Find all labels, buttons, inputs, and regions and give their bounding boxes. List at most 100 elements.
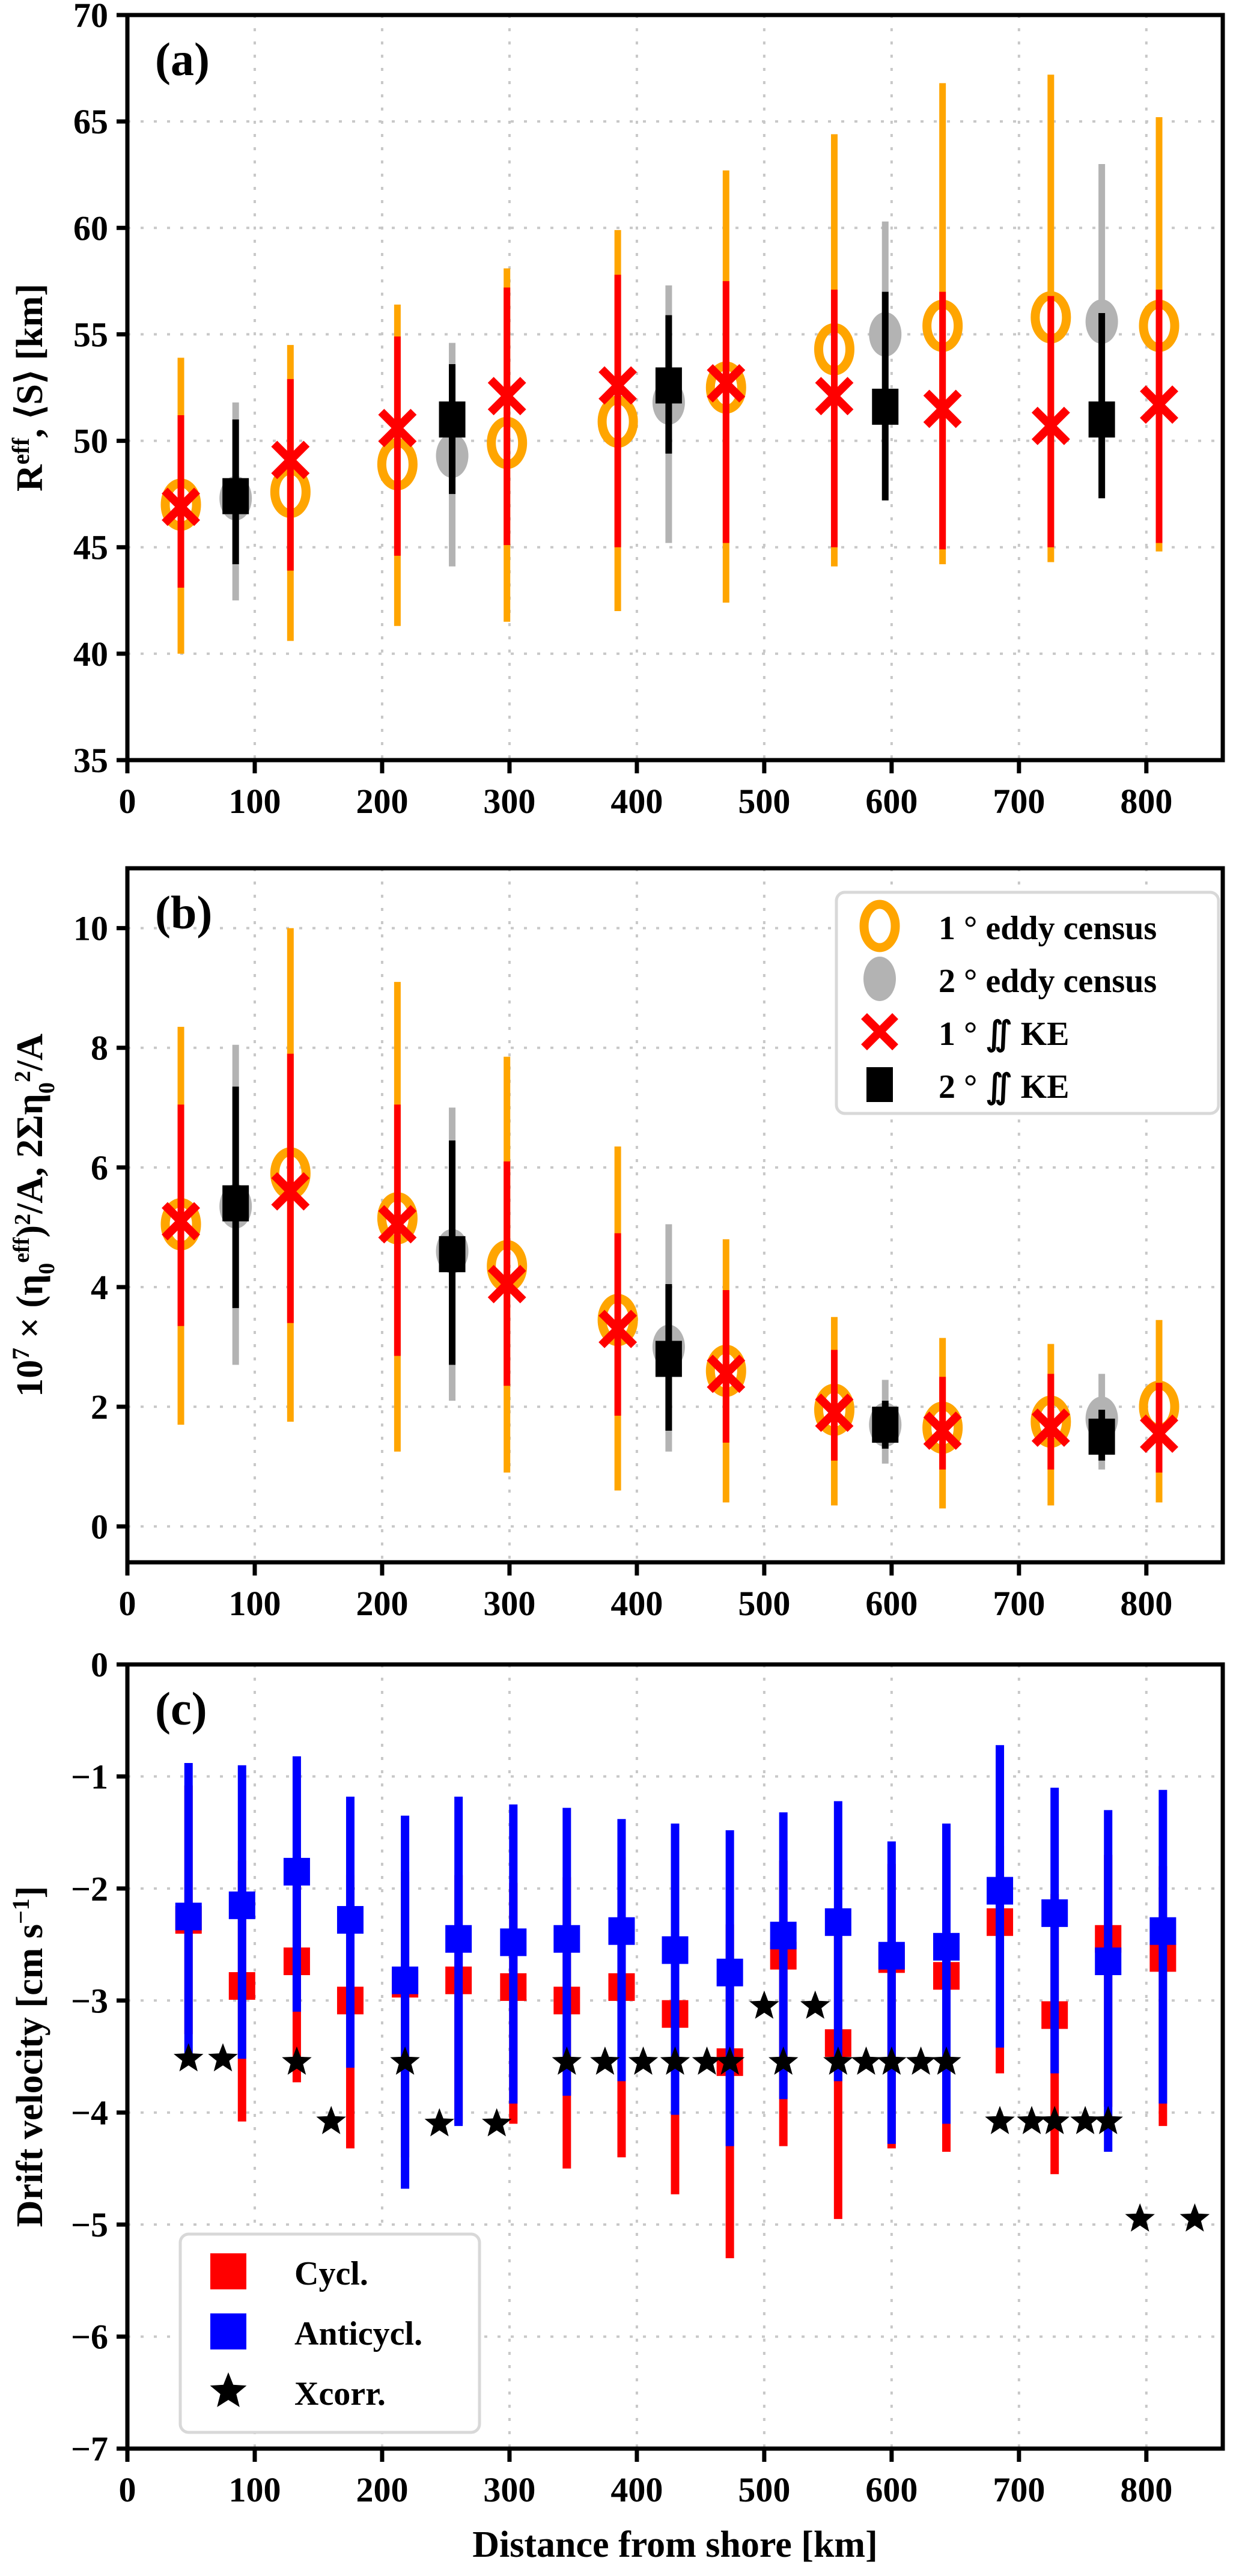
- y-tick-label: −4: [71, 2093, 108, 2133]
- marker-square: [716, 1958, 743, 1987]
- y-tick-label: −6: [71, 2318, 108, 2357]
- marker-square: [1095, 1947, 1122, 1976]
- legend-box-c: [178, 2232, 481, 2434]
- x-tick-label: 800: [1120, 1584, 1172, 1623]
- axes-frame: [125, 1662, 1225, 2451]
- y-tick-label: −7: [71, 2429, 108, 2468]
- marker-star: [282, 2046, 312, 2075]
- y-tick-label: 65: [73, 102, 108, 141]
- x-tick-label: 800: [1120, 782, 1172, 821]
- panel-c: −7 −6 −5 −4 −3 −2 −1 0 0 100 200 300 400 500 600 700 800…: [71, 1645, 1225, 2509]
- x-tick-label: 600: [865, 2470, 918, 2509]
- marker-cross: [271, 440, 310, 480]
- marker-cross: [1140, 1414, 1178, 1453]
- marker-square: [228, 1891, 255, 1919]
- marker-filled-square: [222, 478, 249, 514]
- marker-cross: [487, 377, 526, 416]
- marker-star: [1180, 2203, 1210, 2232]
- marker-star: [906, 2046, 936, 2075]
- x-axis-label-group: Distance from shore [km]: [472, 2524, 877, 2565]
- marker-cross: [598, 366, 638, 405]
- marker-square: [1041, 1899, 1068, 1927]
- marker-star: [877, 2046, 907, 2075]
- y-axis-labels: Reff, ⟨S⟩ [km] 107 × (η0eff)2/A, 2Ση02/A D…: [7, 284, 59, 2227]
- marker-cross: [707, 1354, 746, 1393]
- legend-marker-star: [210, 2372, 247, 2407]
- marker-cross: [815, 377, 854, 416]
- marker-star: [316, 2106, 346, 2134]
- marker-star: [851, 2046, 881, 2075]
- y-tick-label: 0: [91, 1507, 108, 1546]
- legend-box-b: [835, 891, 1220, 1115]
- x-tick-label: 100: [228, 2470, 281, 2509]
- marker-star: [390, 2046, 420, 2075]
- marker-cross: [378, 409, 417, 448]
- x-tick-label: 600: [865, 782, 918, 821]
- x-tick-label: 500: [738, 2470, 790, 2509]
- marker-star: [552, 2046, 582, 2075]
- marker-star: [1125, 2203, 1155, 2232]
- legend-marker-open-circle: [859, 900, 900, 952]
- marker-star: [931, 2046, 961, 2075]
- marker-star: [714, 2046, 745, 2075]
- panel-tag-b: (b): [155, 886, 212, 939]
- y-tick-label: 40: [73, 635, 108, 674]
- y-tick-label: 8: [91, 1029, 108, 1068]
- legend-label: Xcorr.: [294, 2375, 386, 2413]
- marker-cross: [487, 1265, 526, 1303]
- marker-square: [933, 1932, 960, 1961]
- panel-tag-c: (c): [155, 1682, 207, 1735]
- marker-square: [662, 1936, 689, 1964]
- y-tick-label: 70: [73, 0, 108, 35]
- x-tick-label: 0: [119, 782, 136, 821]
- marker-square: [987, 1877, 1014, 1905]
- marker-star: [823, 2046, 853, 2075]
- y-tick-label: 10: [73, 909, 108, 948]
- marker-cross: [378, 1205, 417, 1244]
- legend-label: 2 ° ∬ KE: [939, 1068, 1070, 1106]
- axes-frame: [125, 866, 1225, 1565]
- marker-star: [800, 1990, 830, 2019]
- marker-square: [392, 1966, 419, 1994]
- y-tick-label: −3: [71, 1981, 108, 2020]
- x-tick-label: 700: [993, 782, 1045, 821]
- x-tick-label: 600: [865, 1584, 918, 1623]
- series-1-ke: [162, 1053, 1178, 1473]
- x-axis-label: Distance from shore [km]: [472, 2524, 877, 2565]
- marker-square: [336, 1906, 364, 1934]
- series-1-ke: [162, 275, 1178, 588]
- marker-square: [445, 1925, 472, 1953]
- x-tick-label: 700: [993, 1584, 1045, 1623]
- x-tick-label: 400: [610, 782, 663, 821]
- series-anticycl-: [175, 1745, 1177, 2189]
- marker-filled-square: [872, 1406, 899, 1443]
- x-tick-label: 0: [119, 1584, 136, 1623]
- marker-filled-square: [439, 1236, 466, 1273]
- marker-square: [824, 1908, 851, 1936]
- marker-cross: [1031, 1408, 1070, 1447]
- marker-square: [1149, 1917, 1177, 1945]
- series-2-ke: [222, 291, 1115, 565]
- series-2-ke: [222, 1086, 1115, 1461]
- y-tick-label: 2: [91, 1387, 108, 1427]
- marker-filled-square: [439, 401, 466, 438]
- marker-cross: [162, 1202, 200, 1241]
- marker-square: [500, 1928, 527, 1956]
- marker-cross: [598, 1309, 638, 1348]
- x-tick-label: 400: [610, 2470, 663, 2509]
- marker-square: [770, 1922, 797, 1950]
- marker-square: [608, 1917, 635, 1945]
- legend-marker-filled-ellipse: [863, 957, 896, 1001]
- y-axis-label-b: 107 × (η0eff)2/A, 2Ση02/A: [7, 1034, 59, 1397]
- marker-filled-square: [1088, 401, 1115, 438]
- legend-label: 1 ° eddy census: [939, 910, 1157, 947]
- marker-cross: [815, 1393, 854, 1433]
- marker-filled-square: [655, 1341, 682, 1377]
- y-tick-label: −2: [71, 1869, 108, 1908]
- marker-filled-square: [872, 388, 899, 425]
- marker-star: [769, 2046, 799, 2075]
- marker-cross: [162, 487, 200, 526]
- marker-cross: [923, 389, 962, 428]
